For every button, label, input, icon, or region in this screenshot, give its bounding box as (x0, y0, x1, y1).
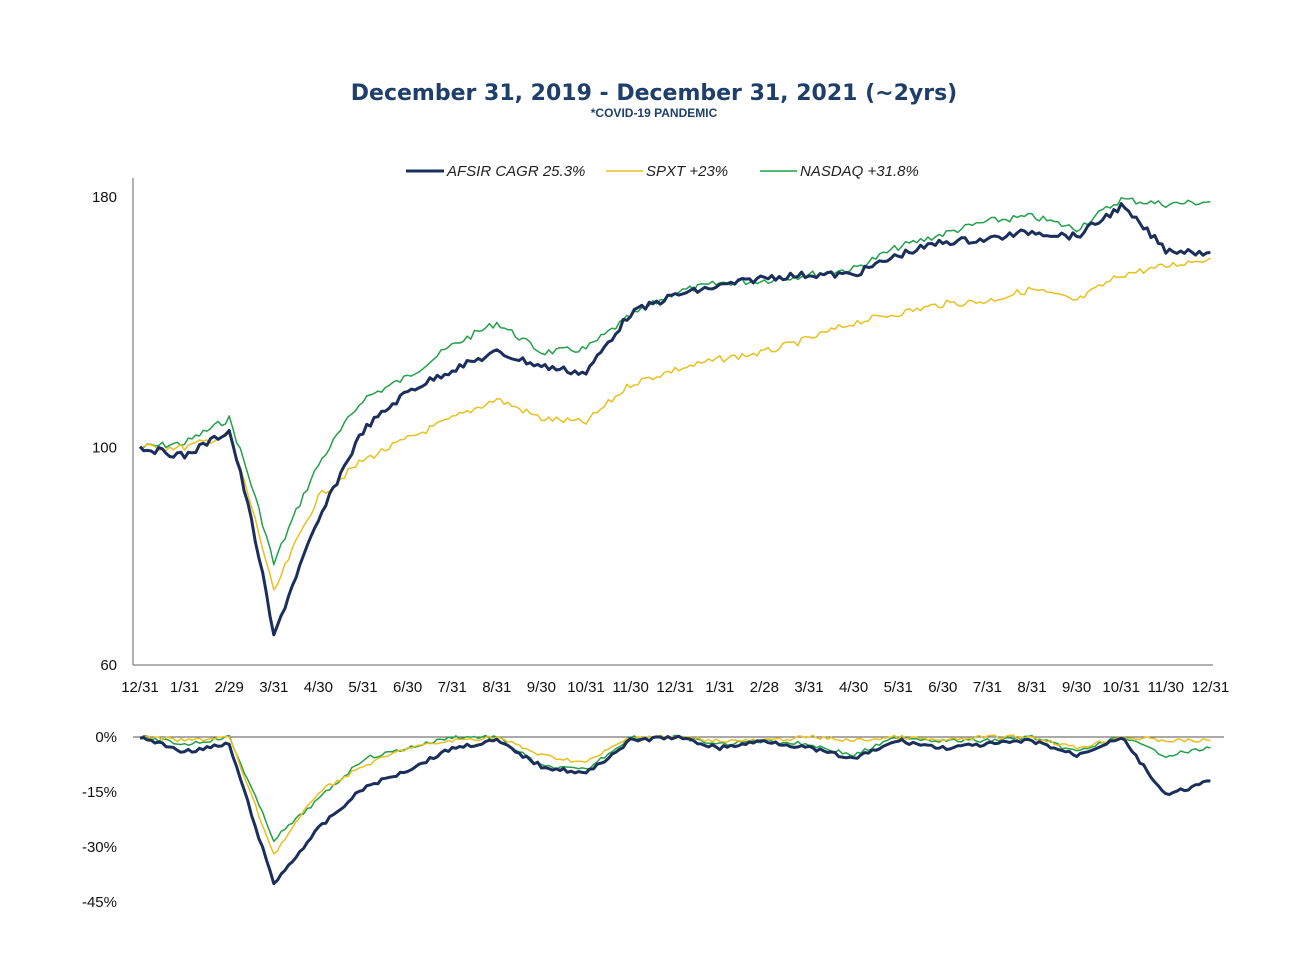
x-tick-label: 1/31 (170, 679, 199, 696)
x-tick-label: 4/30 (304, 679, 333, 696)
chart-title: December 31, 2019 - December 31, 2021 (~… (351, 81, 957, 106)
x-tick-label: 12/31 (1192, 679, 1230, 696)
spxt-line (139, 257, 1211, 591)
spxt-drawdown-line (139, 734, 1211, 855)
x-tick-label: 8/31 (1017, 679, 1046, 696)
x-tick-label: 9/30 (1062, 679, 1091, 696)
afsir-drawdown-line (139, 734, 1211, 886)
x-tick-label: 7/31 (438, 679, 467, 696)
main-y-tick-label: 60 (100, 657, 117, 674)
drawdown-y-tick-label: -15% (82, 784, 117, 801)
x-tick-label: 8/31 (482, 679, 511, 696)
x-tick-label: 10/31 (1102, 679, 1140, 696)
legend-label-spxt: SPXT +23% (646, 163, 728, 180)
x-tick-label: 12/31 (656, 679, 694, 696)
afsir-line (138, 202, 1211, 637)
x-tick-label: 6/30 (928, 679, 957, 696)
nasdaq-drawdown-line (139, 734, 1211, 843)
x-tick-label: 9/30 (527, 679, 556, 696)
x-tick-label: 1/31 (705, 679, 734, 696)
x-tick-label: 4/30 (839, 679, 868, 696)
main-y-tick-label: 180 (92, 189, 117, 206)
chart-subtitle: *COVID-19 PANDEMIC (591, 106, 718, 120)
drawdown-y-tick-label: 0% (95, 729, 117, 746)
main-y-tick-label: 100 (92, 439, 117, 456)
main-chart: 60 100 180 12/31 1/31 2/29 3/31 4/30 5/31 6/30 7/… (92, 178, 1229, 696)
x-tick-label: 10/31 (567, 679, 605, 696)
x-tick-label: 12/31 (121, 679, 159, 696)
x-tick-label: 6/30 (393, 679, 422, 696)
x-tick-label: 7/31 (973, 679, 1002, 696)
x-tick-label: 2/29 (215, 679, 244, 696)
x-tick-label: 2/28 (750, 679, 779, 696)
x-tick-label: 5/31 (884, 679, 913, 696)
drawdown-chart: 0% -15% -30% -45% (82, 729, 1224, 911)
x-tick-label: 11/30 (1148, 679, 1184, 696)
drawdown-y-tick-label: -30% (82, 839, 117, 856)
x-tick-label: 11/30 (612, 679, 648, 696)
x-tick-label: 3/31 (794, 679, 823, 696)
legend-label-nasdaq: NASDAQ +31.8% (800, 163, 919, 180)
legend-label-afsir: AFSIR CAGR 25.3% (446, 163, 585, 180)
nasdaq-line (139, 197, 1211, 566)
legend: AFSIR CAGR 25.3% SPXT +23% NASDAQ +31.8% (406, 163, 919, 180)
x-tick-label: 5/31 (348, 679, 377, 696)
x-tick-label: 3/31 (259, 679, 288, 696)
drawdown-y-tick-label: -45% (82, 894, 117, 911)
